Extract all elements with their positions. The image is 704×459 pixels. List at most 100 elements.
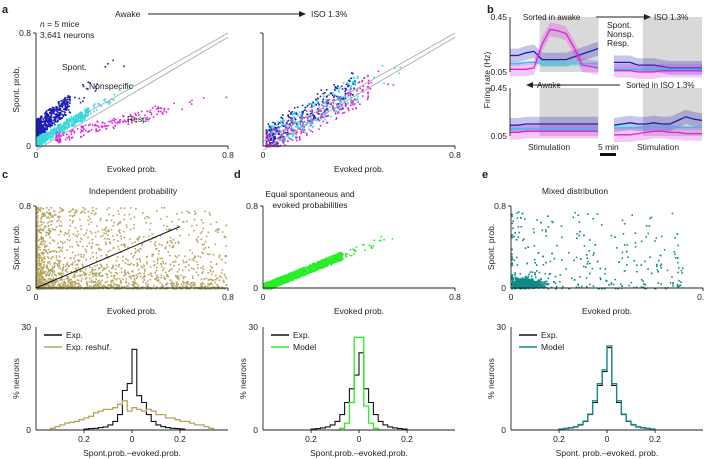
scatter-point (58, 265, 61, 267)
scatter-point (61, 286, 64, 288)
scatter-point (132, 274, 134, 277)
scatter-point (216, 283, 218, 286)
scatter-point (339, 101, 342, 103)
scatter-point (82, 117, 84, 120)
scatter-point (293, 111, 296, 114)
scatter-point (290, 127, 293, 130)
scatter-point (301, 129, 303, 131)
scatter-point (292, 129, 295, 132)
scatter-point (48, 212, 51, 214)
scatter-point (274, 126, 276, 129)
scatter-point (315, 98, 317, 101)
scatter-point (282, 141, 285, 144)
scatter-point (64, 96, 66, 99)
scatter-point (81, 274, 84, 276)
scatter-point (193, 256, 196, 259)
scatter-point (213, 286, 216, 289)
scatter-point (169, 279, 172, 281)
scatter-point (36, 276, 38, 278)
scatter-point (195, 271, 198, 274)
scatter-point (54, 113, 56, 115)
scatter-point (329, 106, 331, 108)
scatter-point (279, 139, 282, 142)
scatter-point (92, 256, 94, 258)
scatter-point (123, 65, 125, 68)
scatter-point (130, 277, 132, 280)
scatter-point (49, 242, 51, 244)
scatter-point (46, 112, 49, 115)
scatter-point (47, 115, 50, 118)
scatter-point (55, 251, 58, 253)
scatter-point (161, 207, 163, 209)
scatter-point (166, 240, 169, 243)
scatter-point (120, 267, 123, 270)
scatter-point (60, 267, 62, 270)
scatter-point (60, 129, 63, 132)
scatter-point (36, 274, 39, 277)
scatter-point (74, 124, 77, 127)
scatter-point (218, 254, 221, 257)
scatter-point (116, 277, 119, 280)
scatter-point (184, 276, 186, 278)
scatter-point (60, 104, 63, 107)
scatter-point (347, 83, 350, 85)
scatter-point (43, 213, 46, 215)
scatter-point (75, 118, 78, 121)
scatter-point (298, 276, 300, 279)
scatter-point (105, 286, 108, 288)
scatter-point (212, 270, 215, 273)
scatter-point (90, 279, 93, 281)
scatter-point (202, 222, 204, 224)
scatter-point (81, 263, 84, 266)
scatter-point (320, 116, 323, 119)
scatter-point (56, 138, 58, 140)
scatter-point (223, 287, 226, 290)
scatter-point (42, 125, 44, 127)
scatter-point (73, 214, 76, 217)
scatter-point (87, 215, 90, 218)
scatter-point (85, 87, 88, 90)
scatter-point (274, 137, 276, 139)
scatter-point (89, 123, 91, 126)
scatter-point (181, 285, 184, 287)
scatter-point (78, 115, 80, 118)
scatter-point (301, 127, 304, 130)
scatter-point (37, 133, 39, 135)
scatter-point (193, 268, 195, 270)
scatter-point (66, 286, 69, 288)
scatter-point (103, 99, 105, 102)
scatter-point (112, 265, 115, 268)
scatter-point (316, 111, 318, 114)
scatter-point (68, 95, 70, 98)
scatter-point (103, 125, 106, 127)
scatter-point (75, 234, 77, 237)
scatter-point (42, 129, 45, 132)
scatter-point (78, 97, 81, 100)
scatter-point (81, 112, 83, 115)
scatter-point (125, 272, 127, 275)
scatter-point (95, 128, 98, 131)
scatter-point (176, 228, 178, 231)
scatter-point (200, 219, 203, 221)
scatter-point (156, 259, 159, 262)
scatter-point (131, 119, 134, 121)
scatter-point (120, 244, 123, 246)
scatter-point (377, 70, 380, 73)
scatter-point (38, 277, 41, 280)
scatter-point (54, 214, 57, 216)
scatter-point (60, 103, 63, 106)
scatter-point (36, 268, 39, 270)
scatter-point (334, 107, 336, 110)
scatter-point (103, 284, 105, 287)
scatter-point (70, 116, 72, 118)
scatter-point (165, 246, 167, 248)
scatter-point (105, 267, 107, 270)
scatter-point (89, 230, 92, 233)
scatter-point (67, 109, 70, 111)
scatter-point (267, 136, 270, 139)
scatter-point (145, 287, 147, 290)
scatter-point (43, 120, 45, 123)
scatter-point (198, 288, 201, 290)
scatter-point (44, 249, 46, 251)
